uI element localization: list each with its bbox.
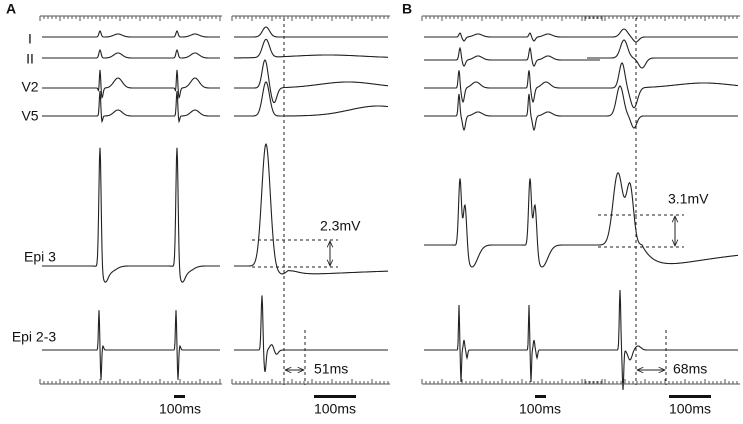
ecg-trace (234, 38, 388, 59)
lead-label: V2 (21, 79, 38, 95)
scale-bar (314, 395, 356, 398)
lead-label: I (28, 31, 32, 47)
ecg-trace (234, 59, 389, 104)
ecg-trace (234, 26, 388, 38)
ecg-trace (587, 39, 738, 69)
ecg-trace (587, 289, 738, 391)
ecg-trace (42, 69, 220, 100)
ecg-trace (424, 178, 600, 268)
ecg-trace (234, 295, 388, 373)
scale-label: 100ms (519, 401, 561, 417)
scale-label: 100ms (314, 401, 356, 417)
ecg-trace (587, 62, 739, 109)
ecg-trace (42, 30, 220, 38)
ecg-trace (42, 48, 220, 59)
ecg-trace (424, 32, 600, 42)
ecg-trace (424, 93, 600, 132)
scale-bar (669, 395, 711, 398)
scale-label: 100ms (669, 401, 711, 417)
lead-label: Epi 2-3 (12, 329, 57, 345)
ecg-trace (424, 70, 600, 103)
panel-label: B (402, 1, 412, 17)
ecg-trace (424, 46, 600, 67)
ecg-trace (42, 147, 220, 283)
ecg-trace (424, 304, 600, 383)
duration-label: 68ms (673, 361, 707, 377)
scale-bar (535, 395, 546, 398)
lead-label: Epi 3 (24, 249, 56, 265)
scale-label: 100ms (159, 401, 201, 417)
panel-label: A (6, 1, 16, 17)
ecg-trace (587, 85, 738, 129)
scale-bar (174, 395, 185, 398)
ecg-trace (42, 310, 220, 380)
lead-label: V5 (21, 108, 38, 124)
amplitude-label: 3.1mV (668, 191, 709, 207)
ecg-trace (42, 91, 220, 124)
amplitude-label: 2.3mV (320, 218, 361, 234)
ecg-trace (234, 81, 389, 117)
ecg-trace (234, 142, 389, 275)
lead-label: II (26, 51, 34, 67)
duration-label: 51ms (314, 361, 348, 377)
ecg-trace (587, 28, 738, 43)
ecg-trace (587, 172, 739, 265)
